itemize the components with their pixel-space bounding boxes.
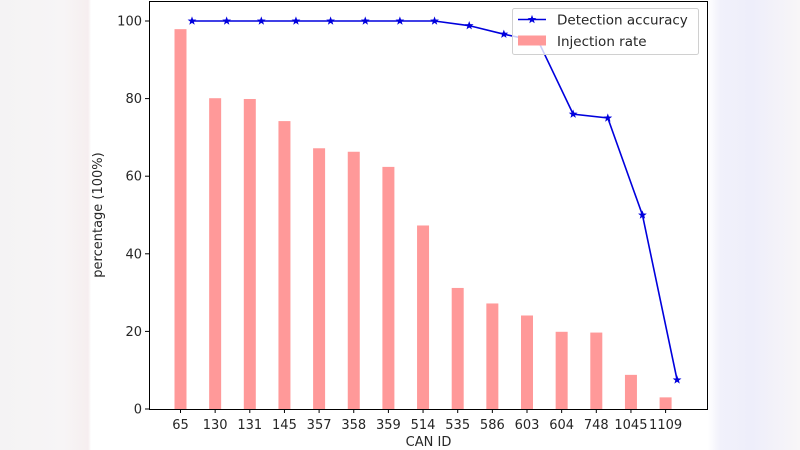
- injection-rate-bars: [174, 29, 672, 410]
- x-axis-label: CAN ID: [406, 435, 452, 450]
- y-axis-label: percentage (100%): [91, 152, 106, 277]
- x-tick-label: 357: [307, 418, 332, 433]
- star-marker-icon: [360, 16, 370, 25]
- injection-rate-bar: [209, 98, 222, 410]
- star-marker-icon: [638, 210, 647, 219]
- y-tick-label: 100: [117, 15, 142, 30]
- injection-rate-bar: [555, 331, 568, 409]
- x-tick-label: 586: [480, 418, 505, 433]
- star-marker-icon: [568, 109, 578, 118]
- x-tick-label: 131: [237, 418, 262, 433]
- injection-rate-bar: [417, 225, 430, 409]
- injection-rate-bar: [659, 397, 672, 409]
- legend: Detection accuracy Injection rate: [512, 8, 699, 55]
- x-tick-label: 514: [411, 418, 436, 433]
- chart-canvas: 0 20 40 60 80 100 65 130 131 145 357 358 359 514 535 5…: [91, 1, 708, 450]
- x-tick-label: 604: [549, 418, 574, 433]
- x-tick-label: 359: [376, 418, 401, 433]
- star-marker-icon: [430, 16, 439, 25]
- star-marker-icon: [395, 16, 405, 25]
- injection-rate-bar: [624, 374, 637, 409]
- chart-figure: 0 20 40 60 80 100 65 130 131 145 357 358 359 514 535 5…: [91, 0, 708, 450]
- detection-accuracy-polyline: [192, 20, 678, 381]
- injection-rate-bar: [313, 148, 326, 409]
- star-marker-icon: [499, 29, 509, 38]
- star-marker-icon: [527, 14, 537, 24]
- y-tick-label: 0: [134, 403, 142, 418]
- legend-item-detection-accuracy: Detection accuracy: [518, 13, 688, 29]
- star-marker-icon: [672, 375, 682, 384]
- injection-rate-bar: [278, 121, 291, 409]
- x-tick-label: 130: [203, 418, 228, 433]
- injection-rate-bar: [174, 29, 187, 410]
- legend-label-injection-rate: Injection rate: [557, 34, 647, 50]
- legend-item-injection-rate: Injection rate: [518, 34, 647, 50]
- star-marker-icon: [291, 16, 301, 25]
- y-tick-label: 20: [125, 325, 142, 340]
- star-marker-icon: [464, 21, 474, 30]
- x-tick-label: 1045: [614, 418, 647, 433]
- y-axis-ticks: 0 20 40 60 80 100: [117, 15, 149, 418]
- x-tick-label: 535: [445, 418, 470, 433]
- x-tick-label: 748: [584, 418, 609, 433]
- legend-box: [512, 8, 699, 55]
- x-axis-ticks: 65 130 131 145 357 358 359 514 535 586 603 604 748 10…: [172, 409, 682, 433]
- injection-rate-bar: [521, 315, 533, 409]
- x-tick-label: 145: [272, 418, 297, 433]
- injection-rate-bar: [243, 98, 256, 410]
- injection-rate-bar: [382, 166, 395, 409]
- y-tick-label: 60: [125, 170, 142, 185]
- legend-bar-swatch-icon: [518, 35, 546, 46]
- star-marker-icon: [326, 16, 335, 25]
- star-marker-icon: [222, 16, 232, 25]
- star-marker-icon: [603, 113, 613, 122]
- plot-frame: [149, 1, 708, 410]
- injection-rate-bar: [451, 287, 464, 409]
- star-marker-icon: [187, 16, 197, 25]
- injection-rate-bar: [347, 151, 360, 409]
- injection-rate-bar: [590, 332, 603, 409]
- injection-rate-bar: [486, 303, 499, 409]
- detection-accuracy-line: [187, 16, 682, 384]
- y-tick-label: 80: [125, 92, 142, 107]
- x-tick-label: 358: [341, 418, 366, 433]
- x-tick-label: 65: [172, 418, 189, 433]
- x-tick-label: 1109: [649, 418, 682, 433]
- y-tick-label: 40: [125, 247, 142, 262]
- legend-label-detection-accuracy: Detection accuracy: [557, 13, 688, 29]
- x-tick-label: 603: [515, 418, 540, 433]
- star-marker-icon: [256, 16, 266, 25]
